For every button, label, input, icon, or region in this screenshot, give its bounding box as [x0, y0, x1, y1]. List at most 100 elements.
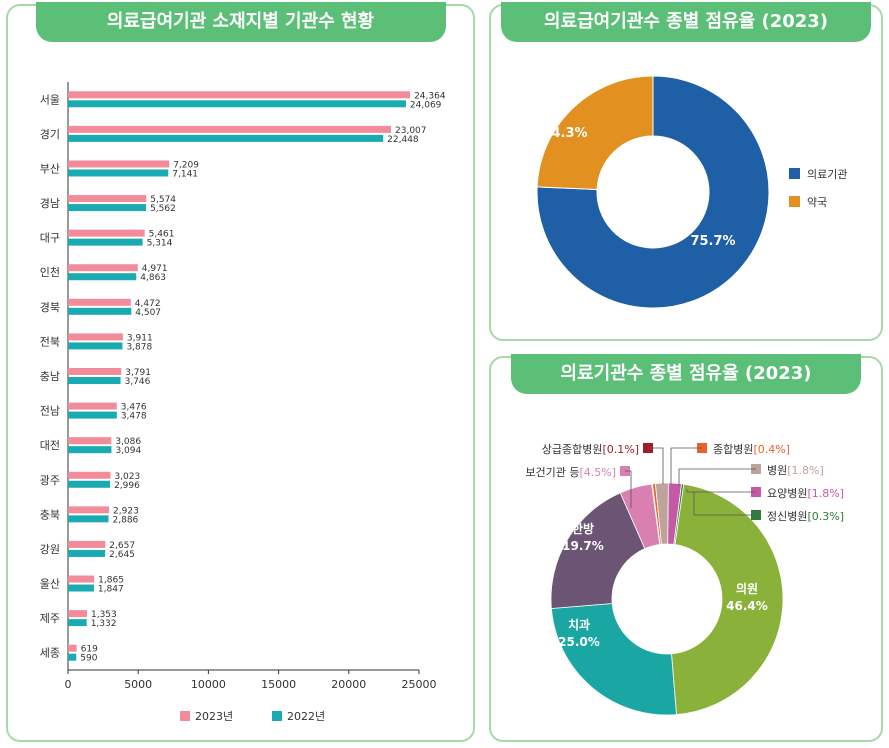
bar-2022	[68, 204, 147, 212]
donut-chart-2-title: 의료기관수 종별 점유율 (2023)	[511, 354, 861, 394]
bar-2022	[68, 584, 94, 592]
donut2-callout-name: 병원	[767, 464, 787, 477]
donut1-value-label: 75.7%	[690, 234, 735, 249]
bar-value-label: 7,209	[173, 160, 199, 170]
bar-2023	[68, 402, 117, 410]
category-label: 충북	[40, 508, 60, 521]
donut2-slice-dental	[550, 603, 677, 716]
bar-2023	[68, 644, 77, 652]
bar-value-label: 1,865	[98, 576, 124, 586]
bar-2022	[68, 549, 106, 557]
bar-2023	[68, 195, 147, 203]
category-label: 전북	[40, 335, 60, 348]
bar-2022	[68, 515, 109, 523]
bar-value-label: 2,996	[114, 481, 140, 491]
bar-2022	[68, 169, 169, 177]
donut2-inner-label: 치과	[568, 617, 590, 632]
donut2-callout-label: 보건기관 등[4.5%]	[525, 466, 616, 479]
bar-2022	[68, 134, 384, 142]
x-tick-label: 15000	[261, 678, 296, 691]
x-tick-label: 20000	[331, 678, 366, 691]
donut1-legend-swatch	[789, 196, 800, 207]
bar-value-label: 619	[81, 645, 98, 655]
bar-2023	[68, 160, 170, 168]
bar-2023	[68, 91, 411, 99]
donut2-callout-name: 종합병원	[713, 443, 753, 456]
bar-chart-title: 의료급여기관 소재지별 기관수 현황	[35, 2, 446, 42]
donut2-callout-label: 병원[1.8%]	[767, 464, 824, 477]
bar-value-label: 3,476	[121, 403, 147, 413]
bar-value-label: 3,911	[127, 333, 153, 343]
donut2-callout-label: 종합병원[0.4%]	[713, 443, 790, 456]
bar-2022	[68, 411, 117, 419]
bar-2023	[68, 368, 122, 375]
bar-value-label: 2,657	[109, 541, 135, 551]
bar-2023	[68, 125, 392, 133]
category-label: 경북	[40, 301, 60, 314]
donut2-callout-label: 상급종합병원[0.1%]	[542, 443, 639, 456]
bar-2023	[68, 540, 106, 548]
bar-2023	[68, 610, 87, 618]
donut2-callout-label: 요양병원[1.8%]	[767, 487, 844, 500]
donut-chart-2-panel: 의료기관수 종별 점유율 (2023) 의원 46.4% 치과 25.0% 한방 19.7…	[489, 354, 883, 742]
bar-value-label: 3,086	[115, 437, 141, 447]
bar-value-label: 3,746	[125, 377, 151, 387]
donut2-callout-line	[693, 492, 756, 516]
bar-2023	[68, 575, 95, 583]
donut2-inner-label: 의원	[736, 581, 758, 596]
category-label: 경남	[40, 197, 60, 210]
donut2-inner-value: 46.4%	[726, 599, 768, 613]
bar-value-label: 2,923	[113, 506, 139, 516]
bar-value-label: 5,574	[150, 195, 176, 205]
bar-2022	[68, 619, 87, 627]
donut2-callout-value: [1.8%]	[787, 464, 824, 477]
bar-value-label: 22,448	[387, 135, 419, 145]
bar-value-label: 4,971	[142, 264, 168, 274]
donut-chart-1-title: 의료급여기관수 종별 점유율 (2023)	[501, 2, 871, 42]
donut2-callout-value: [4.5%]	[579, 466, 616, 479]
bar-2023	[68, 229, 145, 237]
bar-value-label: 2,645	[109, 550, 135, 560]
category-label: 충남	[40, 370, 60, 383]
donut2-callout-name: 보건기관 등	[525, 466, 579, 479]
bar-2023	[68, 437, 112, 445]
bar-value-label: 1,353	[91, 610, 117, 620]
bar-value-label: 2,886	[113, 515, 139, 525]
bar-value-label: 24,364	[414, 91, 446, 101]
bar-2022	[68, 480, 111, 488]
category-label: 대전	[40, 439, 60, 452]
donut2-inner-value: 25.0%	[558, 635, 600, 649]
donut2-callout-value: [1.8%]	[807, 487, 844, 500]
bar-value-label: 7,141	[172, 169, 198, 179]
category-label: 부산	[40, 162, 60, 175]
donut2-slice-clinic	[671, 483, 784, 716]
donut1-value-label: 24.3%	[542, 126, 587, 141]
donut2-inner-label: 한방	[572, 521, 594, 536]
donut2-callout-name: 정신병원	[767, 510, 807, 523]
donut2-inner-value: 19.7%	[562, 539, 604, 553]
bar-2022	[68, 238, 143, 246]
bar-2022	[68, 273, 137, 281]
bar-value-label: 1,332	[91, 619, 117, 629]
bar-2023	[68, 333, 123, 341]
category-label: 인천	[40, 265, 60, 279]
bar-value-label: 3,478	[121, 412, 147, 422]
bar-value-label: 3,023	[114, 472, 140, 482]
bar-value-label: 5,562	[150, 204, 176, 214]
donut2-callout-line	[686, 489, 756, 493]
donut2-callout-label: 정신병원[0.3%]	[767, 510, 844, 523]
bar-value-label: 24,069	[410, 100, 442, 110]
donut2-callout-line	[648, 447, 664, 484]
bar-2022	[68, 100, 406, 108]
donut2-callout-value: [0.3%]	[807, 510, 844, 523]
category-label: 제주	[40, 612, 60, 625]
category-label: 울산	[40, 578, 60, 591]
donut2-slice-mental	[673, 483, 685, 546]
bar-value-label: 4,863	[140, 273, 166, 283]
bar-value-label: 3,791	[125, 368, 151, 378]
donut1-legend-label: 의료기관	[807, 168, 847, 181]
donut2-callout-line	[670, 447, 702, 484]
donut2-callout-name: 상급종합병원	[542, 443, 603, 456]
